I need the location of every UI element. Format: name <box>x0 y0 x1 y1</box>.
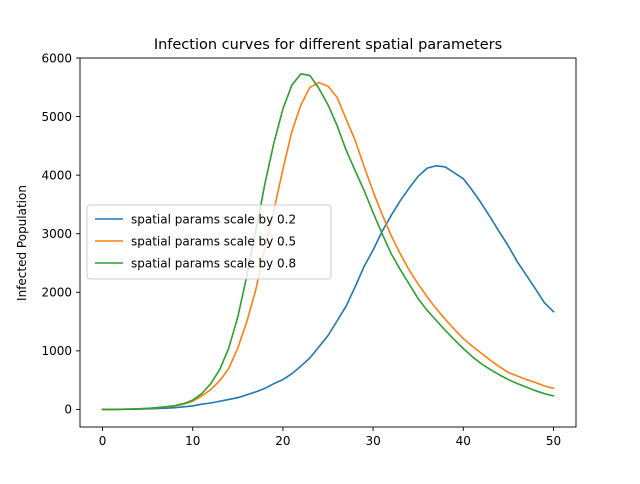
x-tick-label: 20 <box>275 434 290 448</box>
y-tick-label: 0 <box>64 403 72 417</box>
series-line-1 <box>101 164 555 411</box>
legend-label-1: spatial params scale by 0.2 <box>131 213 296 227</box>
legend-box <box>86 204 332 280</box>
x-tick-label: 0 <box>99 434 107 448</box>
x-tick-label: 30 <box>365 434 380 448</box>
y-tick-label: 6000 <box>41 51 72 65</box>
y-tick-label: 1000 <box>41 344 72 358</box>
x-tick-label: 50 <box>546 434 561 448</box>
y-tick-label: 2000 <box>41 286 72 300</box>
x-tick-label: 10 <box>185 434 200 448</box>
legend-label-2: spatial params scale by 0.5 <box>131 235 296 249</box>
plot-frame <box>79 57 577 428</box>
series-line-3 <box>101 73 555 411</box>
y-tick-label: 3000 <box>41 227 72 241</box>
chart-title: Infection curves for different spatial p… <box>154 37 502 53</box>
legend: spatial params scale by 0.2 spatial param… <box>86 204 332 280</box>
y-axis-label: Infected Population <box>15 185 29 301</box>
y-tick-label: 5000 <box>41 110 72 124</box>
plot-area: 0 10 20 30 40 50 0 1000 2000 3000 4000 5000 6000 <box>41 51 577 448</box>
legend-label-3: spatial params scale by 0.8 <box>131 257 296 271</box>
x-tick-label: 40 <box>456 434 471 448</box>
y-tick-label: 4000 <box>41 168 72 182</box>
